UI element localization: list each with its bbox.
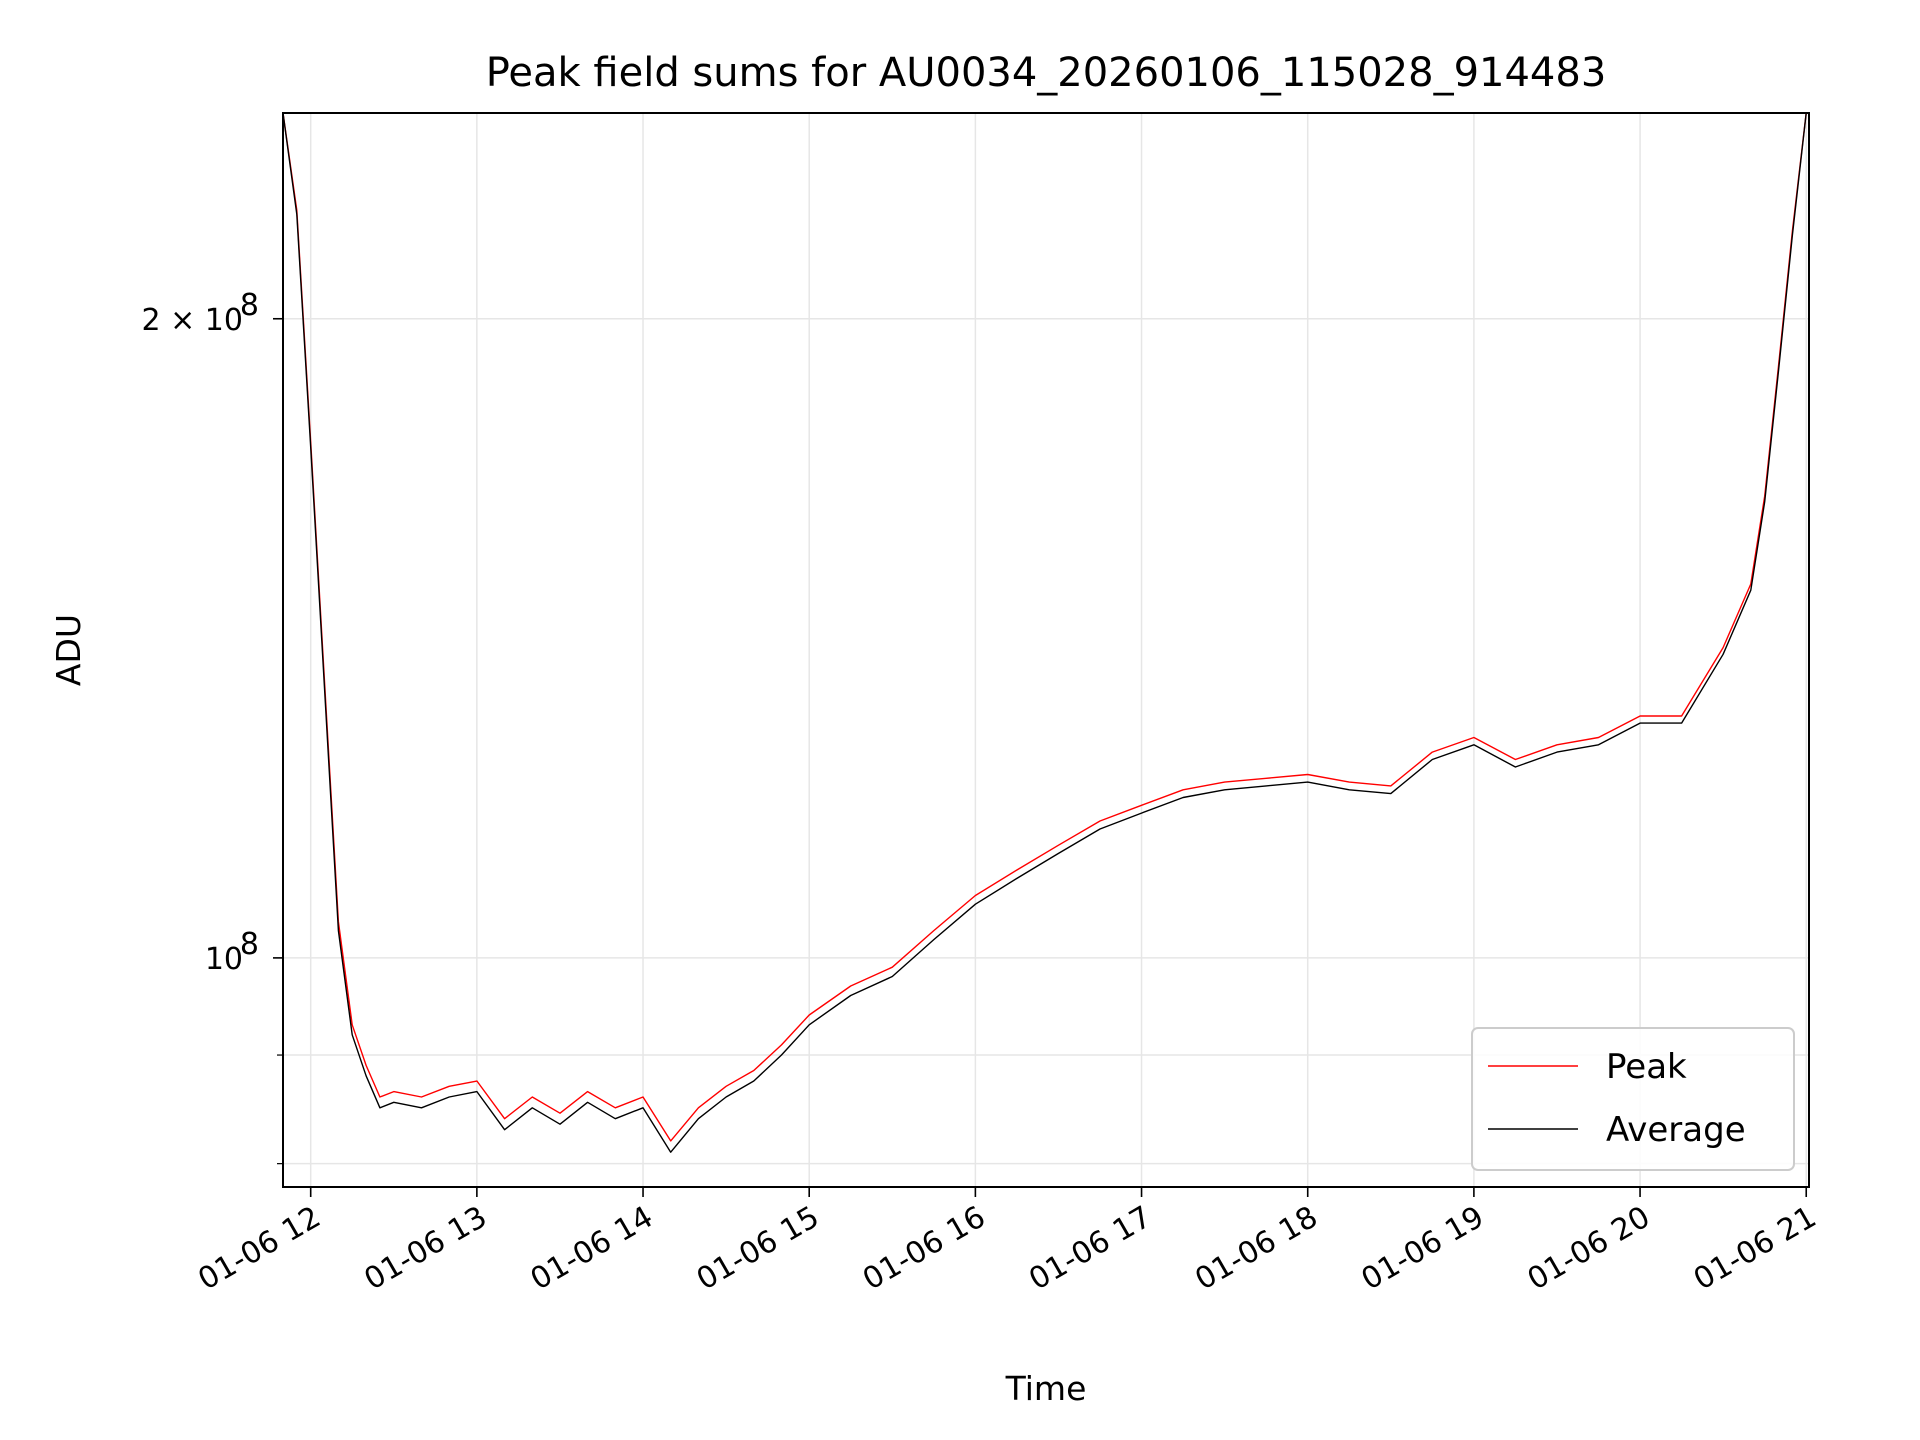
grid-layer [283,113,1809,1187]
y-tick-label: 2 × 10 [142,303,243,338]
y-tick-label-exponent: 8 [240,927,259,962]
series-line-peak [283,113,1807,1142]
plot-area-frame [282,112,1810,1188]
legend-box [1471,1027,1795,1171]
legend-peak-label: Peak [1606,1047,1687,1087]
legend: Peak Average [1471,1027,1795,1171]
chart-title: Peak field sums for AU0034_20260106_1150… [486,50,1607,96]
y-axis-label: ADU [49,614,88,686]
x-axis-label: Time [1005,1369,1087,1408]
y-tick-label-exponent: 8 [240,288,259,323]
series-line-average [283,113,1807,1153]
y-tick-label: 10 [205,942,243,977]
legend-average-label: Average [1606,1110,1746,1150]
series-layer [283,113,1807,1153]
